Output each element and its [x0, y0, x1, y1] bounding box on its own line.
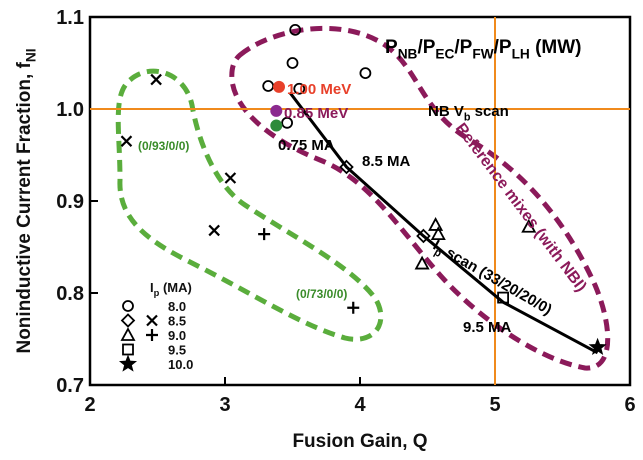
x-tick-label: 6 — [624, 394, 635, 416]
subscript: EC — [435, 47, 454, 62]
point — [497, 291, 510, 304]
legend-marker — [146, 314, 158, 327]
point — [430, 226, 446, 241]
point — [208, 224, 220, 237]
line — [288, 91, 599, 355]
text-part: (MW) — [530, 37, 582, 58]
annotation: 1.00 MeV — [287, 81, 351, 98]
subscript: FW — [472, 47, 493, 62]
annotation: NB Vb scan — [428, 103, 509, 124]
text-part: 1.00 MeV — [287, 81, 351, 98]
point — [270, 119, 283, 132]
y-tick-label: 1.1 — [56, 7, 84, 29]
subscript: NB — [398, 47, 418, 62]
text-part: /P — [494, 37, 512, 58]
point — [262, 80, 275, 92]
legend-marker — [118, 354, 138, 372]
text-part: scan — [470, 103, 508, 120]
text-part: /P — [454, 37, 472, 58]
x-tick-label: 2 — [84, 394, 95, 416]
point — [347, 301, 360, 314]
legend-marker — [120, 313, 136, 328]
text-part: P — [385, 37, 398, 58]
point — [359, 67, 372, 80]
text-part: (0/73/0/0) — [296, 287, 347, 301]
legend-marker — [120, 327, 136, 341]
annotation: 0.75 MA — [278, 137, 335, 154]
legend-label: 9.0 — [168, 328, 186, 343]
x-tick-label: 3 — [219, 394, 230, 416]
legend-label: 8.5 — [168, 314, 186, 329]
y-tick-label: 0.9 — [56, 191, 84, 213]
point — [224, 172, 237, 184]
legend-marker — [122, 300, 134, 312]
point — [270, 104, 283, 117]
subscript: p — [154, 288, 160, 298]
point — [273, 80, 285, 93]
point — [588, 337, 607, 355]
label: Noninductive Current Fraction, fNI — [14, 48, 39, 353]
text-part: Noninductive Current Fraction, f — [14, 62, 35, 354]
y-tick-label: 0.8 — [56, 283, 84, 305]
legend-label: 8.0 — [168, 299, 186, 314]
point — [289, 23, 302, 36]
green-region — [115, 68, 384, 342]
legend-marker — [146, 329, 158, 341]
subscript: LH — [512, 47, 530, 62]
text-part: (0/93/0/0) — [138, 139, 189, 153]
point — [339, 159, 354, 175]
point — [293, 82, 306, 95]
x-tick-label: 4 — [354, 394, 366, 416]
annotation: 9.5 MA — [463, 319, 512, 336]
point — [414, 255, 430, 270]
annotation: Ip scan (33/20/20/0) — [428, 237, 554, 322]
text-part: 8.5 MA — [362, 153, 411, 170]
legend-marker — [122, 343, 134, 356]
annotation: (0/73/0/0) — [296, 287, 347, 301]
y-tick-label: 0.7 — [56, 375, 84, 397]
text-part: (MA) — [159, 280, 192, 295]
point — [521, 218, 537, 233]
y-tick-label: 1.0 — [56, 99, 84, 121]
subscript: NI — [24, 48, 39, 62]
point — [150, 73, 162, 86]
purple-region — [229, 25, 611, 371]
text-part: NB V — [428, 103, 464, 120]
point — [286, 57, 299, 69]
subscript: b — [464, 112, 471, 124]
text-part: /P — [417, 37, 435, 58]
point — [428, 217, 444, 231]
annotation: 8.5 MA — [362, 153, 411, 170]
legend-label: 10.0 — [168, 357, 193, 372]
text-part: scan (33/20/20/0) — [439, 242, 554, 318]
annotation: 0.85 MeV — [284, 105, 348, 122]
point — [416, 228, 431, 244]
point — [120, 135, 133, 147]
text-part: 9.5 MA — [463, 319, 512, 336]
x-tick-label: 5 — [489, 394, 500, 416]
text-part: 0.75 MA — [278, 137, 335, 154]
legend-label: 9.5 — [168, 343, 186, 358]
point — [281, 116, 294, 129]
x-axis-label: Fusion Gain, Q — [292, 431, 427, 452]
annotation: (0/93/0/0) — [138, 139, 189, 153]
annotation: PNB/PEC/PFW/PLH (MW) — [385, 37, 582, 62]
label: Ip (MA) — [150, 280, 192, 298]
text-part: I — [150, 280, 154, 295]
text-part: 0.85 MeV — [284, 105, 348, 122]
point — [258, 228, 271, 241]
